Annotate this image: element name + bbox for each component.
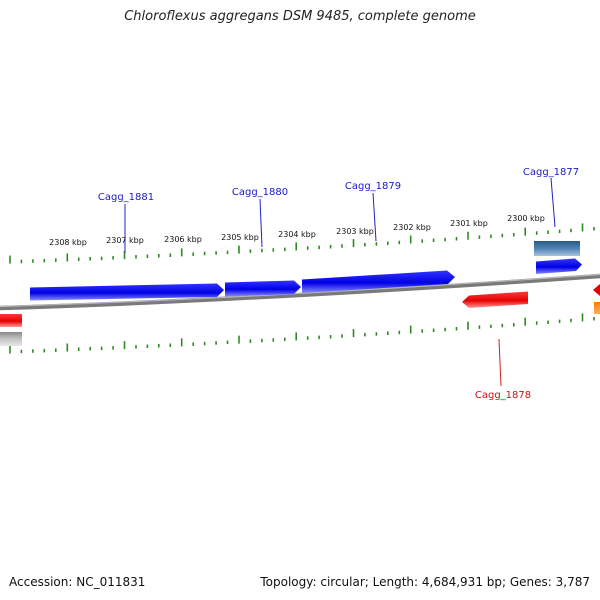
- scale-label: 2305 kbp: [221, 233, 259, 242]
- partial-reverse-gene-left[interactable]: [0, 314, 22, 327]
- scale-label: 2304 kbp: [278, 230, 316, 239]
- gene-cagg-1879[interactable]: [302, 270, 455, 294]
- gene-label-cagg-1878[interactable]: Cagg_1878: [475, 390, 531, 401]
- gene-label-cagg-1881[interactable]: Cagg_1881: [98, 192, 154, 203]
- scale-label: 2301 kbp: [450, 219, 488, 228]
- partial-reverse-gene-right[interactable]: [593, 284, 600, 296]
- lower-tick-ring: [9, 313, 595, 354]
- gene-label-cagg-1880[interactable]: Cagg_1880: [232, 187, 288, 198]
- upper-tick-ring: [9, 223, 595, 264]
- genome-summary-text: Topology: circular; Length: 4,684,931 bp…: [260, 575, 590, 589]
- gene-label-cagg-1877[interactable]: Cagg_1877: [523, 167, 579, 178]
- scale-label: 2300 kbp: [507, 214, 545, 223]
- leader-cagg-1878: [498, 338, 502, 387]
- gene-cagg-1880[interactable]: [225, 280, 301, 297]
- chromosome-backbone-highlight: [0, 273, 600, 308]
- scale-label: 2306 kbp: [164, 235, 202, 244]
- gene-cagg-1878[interactable]: [462, 291, 528, 309]
- scale-label: 2307 kbp: [106, 236, 144, 245]
- partial-rna-gene-left[interactable]: [0, 332, 22, 346]
- scale-label: 2308 kbp: [49, 238, 87, 247]
- gene-cagg-1881[interactable]: [30, 283, 224, 301]
- gene-label-cagg-1879[interactable]: Cagg_1879: [345, 181, 401, 192]
- leader-cagg-1879: [372, 192, 377, 242]
- scale-label: 2303 kbp: [336, 227, 374, 236]
- map-title: Chloroflexus aggregans DSM 9485, complet…: [124, 9, 476, 24]
- leader-cagg-1877: [550, 177, 556, 228]
- rna-gene-steel[interactable]: [534, 241, 580, 256]
- partial-gene-right-orange[interactable]: [594, 302, 600, 314]
- leader-cagg-1880: [259, 198, 263, 248]
- gene-cagg-1877[interactable]: [536, 258, 582, 275]
- chromosome-backbone: [0, 273, 600, 311]
- scale-labels: 2308 kbp 2307 kbp 2306 kbp 2305 kbp 2304…: [49, 214, 545, 247]
- scale-label: 2302 kbp: [393, 223, 431, 232]
- accession-text: Accession: NC_011831: [9, 575, 146, 589]
